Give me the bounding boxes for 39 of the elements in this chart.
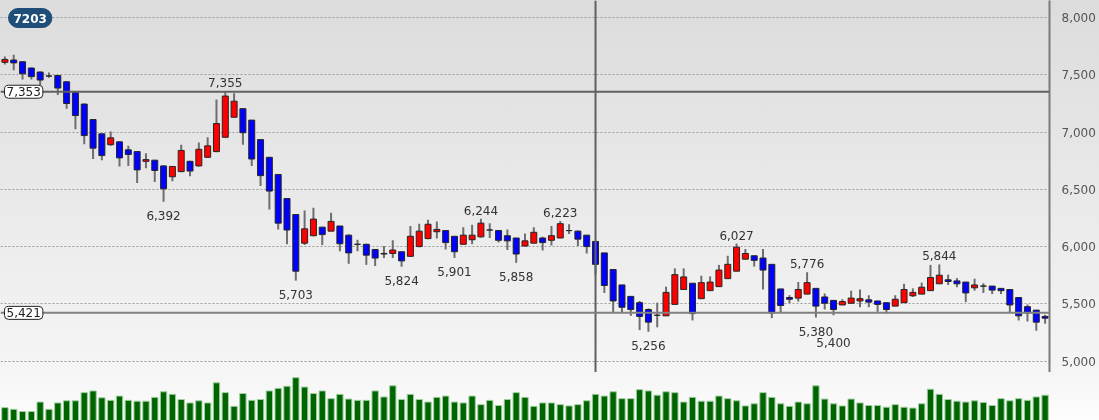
y-tick-label: 6,500	[1061, 182, 1096, 197]
candlestick	[309, 206, 317, 238]
text: 5,901	[437, 264, 472, 279]
y-tick-label: 6,000	[1061, 240, 1096, 255]
text: 5,400	[816, 336, 851, 351]
y-tick-label: 5,500	[1061, 297, 1096, 312]
y-tick-label: 7,000	[1061, 125, 1096, 140]
candlestick	[442, 229, 450, 251]
candlestick	[71, 91, 79, 131]
candlestick	[116, 140, 123, 168]
candlestick	[301, 209, 309, 246]
text: 7,355	[208, 76, 243, 91]
ref-line-label: 7,353	[6, 85, 41, 100]
text: 5,703	[278, 287, 313, 302]
text: 6,244	[463, 203, 499, 218]
candlestick	[160, 164, 168, 203]
text: 5,844	[922, 249, 957, 264]
candlestick	[547, 224, 555, 247]
candlestick	[777, 287, 785, 314]
y-tick-label: 5,000	[1061, 354, 1096, 369]
text: 7203	[13, 11, 47, 26]
text: 5,256	[631, 338, 666, 353]
text: 6,223	[543, 206, 578, 221]
y-tick-label: 7,500	[1061, 68, 1096, 83]
ref-line-label: 5,421	[6, 306, 41, 321]
candlestick	[19, 60, 27, 81]
candlestick	[503, 228, 511, 252]
text: 5,776	[789, 257, 825, 272]
text: 5,824	[384, 273, 419, 288]
candlestick	[927, 263, 934, 292]
candlestick	[450, 235, 458, 259]
candlestick	[63, 80, 71, 110]
candlestick	[406, 224, 414, 258]
text: 6,392	[146, 208, 181, 223]
text: 5,858	[499, 269, 534, 284]
text: 5,380	[798, 324, 834, 339]
y-tick-label: 8,000	[1061, 11, 1096, 26]
text: 6,027	[719, 228, 754, 243]
candlestick	[204, 136, 212, 159]
